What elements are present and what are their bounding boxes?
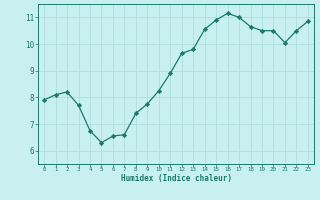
X-axis label: Humidex (Indice chaleur): Humidex (Indice chaleur) [121,174,231,183]
